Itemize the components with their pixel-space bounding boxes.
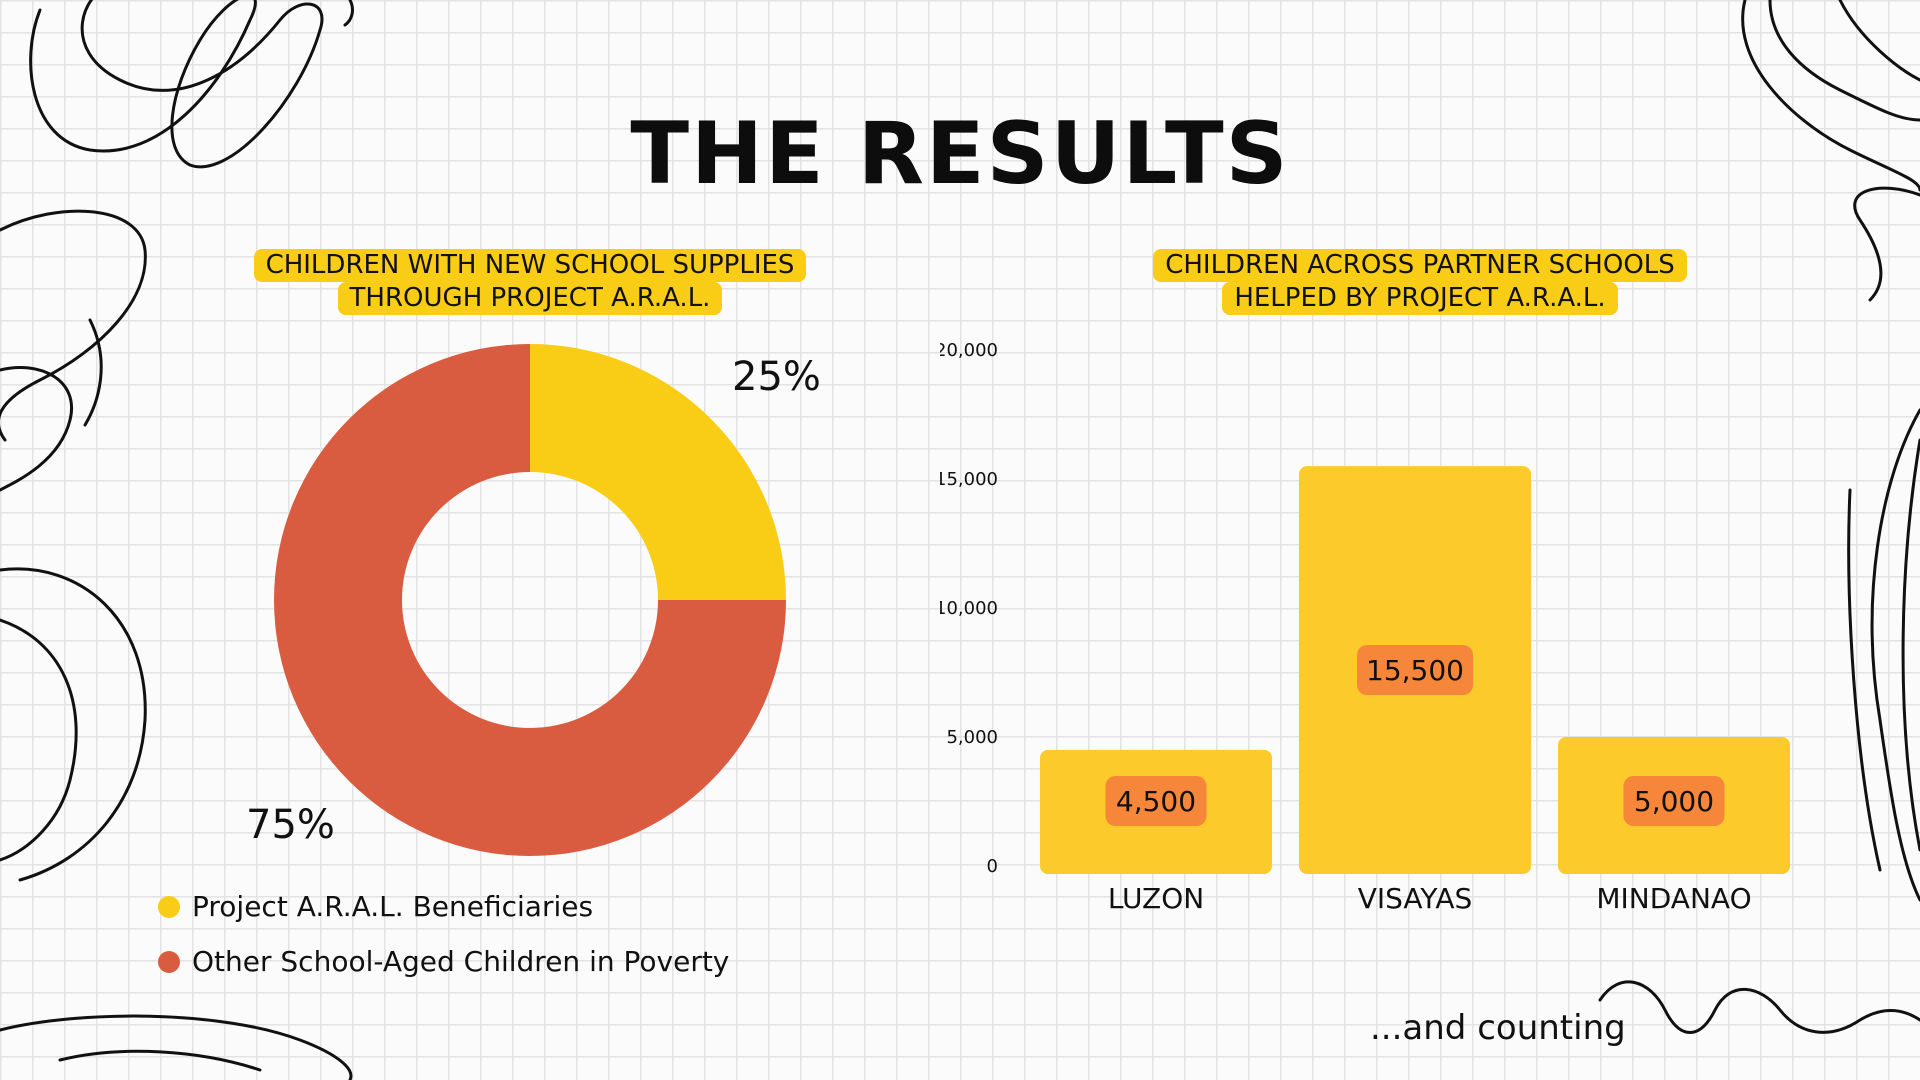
legend-swatch-red <box>158 950 180 973</box>
bar-chart: 0 5,000 10,000 15,000 20,000 4,500 LUZON 15,500… <box>940 340 1790 915</box>
legend-item-other: Other School-Aged Children in Poverty <box>158 945 729 978</box>
slide-title: THE RESULTS <box>630 104 1290 204</box>
donut-slice-beneficiaries <box>530 344 786 600</box>
y-tick-label: 10,000 <box>940 598 998 619</box>
data-label-bg-luzon <box>1105 776 1207 826</box>
data-label-luzon: 4,500 <box>1116 785 1196 818</box>
y-tick-label: 0 <box>987 856 998 877</box>
legend-label-beneficiaries: Project A.R.A.L. Beneficiaries <box>192 890 594 923</box>
donut-label-other: 75% <box>246 802 335 848</box>
bar-title-line-2: HELPED BY PROJECT A.R.A.L. <box>1222 282 1618 315</box>
x-tick-label-mindanao: MINDANAO <box>1596 882 1751 915</box>
donut-chart <box>274 344 786 856</box>
y-tick-label: 5,000 <box>946 727 998 748</box>
donut-title-line-1: CHILDREN WITH NEW SCHOOL SUPPLIES <box>253 249 807 282</box>
donut-title-line-2: THROUGH PROJECT A.R.A.L. <box>337 282 723 315</box>
legend-item-beneficiaries: Project A.R.A.L. Beneficiaries <box>158 890 593 923</box>
legend-swatch-yellow <box>158 895 180 918</box>
bar-chart-title: CHILDREN ACROSS PARTNER SCHOOLS HELPED B… <box>1120 249 1720 315</box>
donut-slice-other <box>274 344 786 856</box>
data-label-visayas: 15,500 <box>1366 654 1464 687</box>
bar-title-line-1: CHILDREN ACROSS PARTNER SCHOOLS <box>1153 249 1687 282</box>
legend-label-other: Other School-Aged Children in Poverty <box>192 945 730 978</box>
donut-label-beneficiaries: 25% <box>732 354 821 400</box>
data-label-bg-visayas <box>1357 645 1473 696</box>
x-tick-label-visayas: VISAYAS <box>1358 882 1473 915</box>
x-tick-label-luzon: LUZON <box>1108 882 1204 915</box>
donut-chart-title: CHILDREN WITH NEW SCHOOL SUPPLIES THROUG… <box>230 249 830 315</box>
data-label-mindanao: 5,000 <box>1634 785 1714 818</box>
footer-note: ...and counting <box>1370 1008 1626 1048</box>
y-tick-label: 20,000 <box>940 340 998 361</box>
y-tick-label: 15,000 <box>940 469 998 490</box>
data-label-bg-mindanao <box>1623 776 1725 826</box>
